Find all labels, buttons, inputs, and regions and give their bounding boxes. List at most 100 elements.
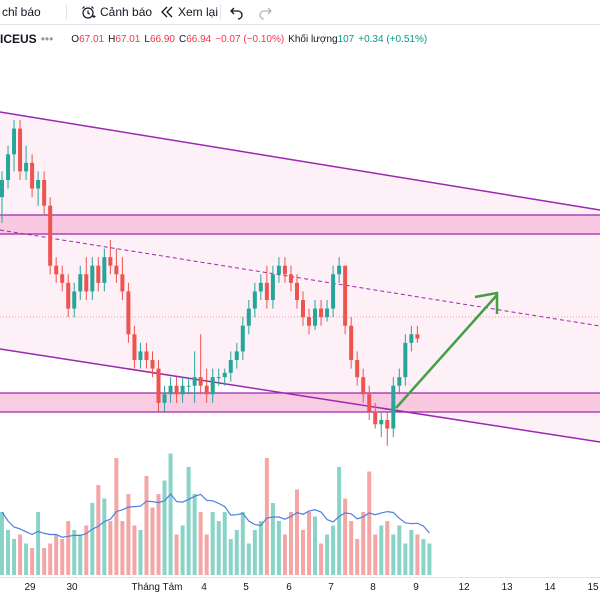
volume-bar (132, 525, 137, 575)
volume-bar (264, 458, 269, 575)
candle (168, 385, 173, 395)
volume-bar (313, 516, 318, 575)
candle (120, 274, 125, 292)
time-axis-tick: 12 (458, 582, 470, 593)
volume-bar (337, 467, 342, 575)
volume-bar (391, 534, 396, 575)
candle (84, 274, 89, 292)
volume-bar (186, 467, 191, 575)
volume-bar (174, 534, 179, 575)
volume-bar (421, 539, 426, 575)
indicators-button[interactable]: chỉ báo (2, 0, 41, 24)
candle (325, 308, 330, 318)
alert-label: Cảnh báo (100, 5, 153, 19)
candle (108, 257, 113, 266)
undo-button[interactable] (228, 0, 246, 24)
volume-value: 107 (337, 33, 355, 45)
candle (72, 291, 77, 309)
candle (36, 180, 41, 189)
channel-mid-line (0, 229, 600, 327)
candle (0, 180, 4, 198)
candle (282, 265, 287, 275)
candle (246, 308, 251, 326)
more-options-icon[interactable]: ••• (40, 32, 54, 46)
candle (373, 411, 378, 425)
indicators-label: chỉ báo (2, 5, 41, 19)
volume-bar (162, 480, 167, 575)
candle (288, 274, 293, 283)
volume-bar (325, 534, 330, 575)
symbol-name[interactable]: ICEUS (0, 32, 37, 46)
candle (258, 282, 263, 292)
candle (90, 265, 95, 292)
volume-bar (126, 494, 131, 575)
volume-bar (409, 530, 414, 575)
candle (210, 377, 215, 395)
rewind-icon (161, 6, 173, 18)
candle (18, 128, 23, 172)
time-axis-tick: 14 (544, 582, 556, 593)
volume-bar (90, 503, 95, 575)
candle (409, 334, 414, 343)
alarm-clock-icon (82, 6, 96, 19)
candle (367, 394, 372, 412)
candle (54, 265, 59, 275)
volume-bar (54, 534, 59, 575)
projection-arrow (395, 294, 498, 409)
candle (96, 265, 101, 283)
arrow-head (474, 291, 499, 314)
volume-ma-line (1, 493, 430, 538)
volume-bar (288, 512, 293, 575)
candle (361, 377, 366, 395)
volume-bar (301, 530, 305, 575)
volume-bar (246, 543, 251, 575)
time-axis-tick: 29 (24, 582, 36, 593)
volume-bar (270, 503, 275, 575)
candle (385, 420, 390, 429)
candle (42, 180, 47, 206)
candle (66, 282, 71, 309)
volume-bar (108, 521, 113, 575)
replay-button[interactable]: Xem lại (159, 0, 218, 24)
volume-bar (84, 525, 89, 575)
candle (162, 394, 167, 403)
time-axis-tick: 9 (413, 582, 419, 593)
volume-bar (415, 534, 420, 575)
channel-fill (0, 112, 600, 442)
open-value: 67.01 (79, 33, 105, 45)
candle (6, 154, 11, 180)
volume-bar (361, 512, 366, 575)
volume-bar (397, 525, 402, 575)
time-axis-tick: 5 (243, 582, 249, 593)
candle (397, 377, 402, 386)
volume-bar (144, 476, 149, 575)
candle (78, 274, 83, 292)
time-axis-tick: 8 (370, 582, 376, 593)
candle (144, 351, 149, 360)
volume-bar (367, 471, 372, 575)
redo-button[interactable] (256, 0, 274, 24)
candle (270, 274, 275, 300)
time-axis[interactable]: 29 30 Tháng Tám 4 5 6 7 8 9 12 13 14 15 (0, 577, 600, 601)
candle (337, 265, 342, 275)
volume-bar (373, 534, 378, 575)
candle (313, 308, 318, 326)
alert-button[interactable]: Cảnh báo (80, 0, 152, 24)
volume-bar (72, 530, 77, 575)
candle (60, 274, 65, 283)
volume-bar (12, 539, 17, 575)
candle (331, 274, 336, 309)
candle (343, 265, 348, 326)
candle (301, 300, 305, 318)
time-axis-tick: 13 (501, 582, 513, 593)
volume-bar (96, 485, 101, 575)
candle (156, 368, 161, 403)
low-label: L (144, 33, 150, 45)
volume-bar (168, 453, 173, 575)
candle (150, 360, 155, 369)
candle (216, 377, 221, 379)
close-label: C (178, 33, 187, 45)
volume-bar (222, 512, 227, 575)
volume-bar (48, 543, 53, 575)
